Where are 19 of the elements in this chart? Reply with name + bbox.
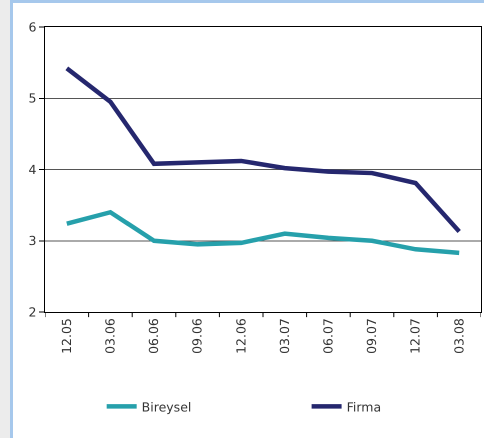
x-tick-label: 03.07 (276, 318, 292, 354)
legend-label: Bireysel (142, 399, 192, 414)
y-tick-label: 3 (28, 233, 36, 248)
line-series (64, 66, 462, 234)
y-tick-label: 2 (28, 304, 36, 320)
x-tick-label: 12.06 (233, 318, 248, 354)
x-tick-label: 06.06 (146, 318, 162, 354)
x-tick-label: 03.08 (451, 318, 466, 354)
legend-label: Firma (346, 399, 382, 414)
y-tick-label: 4 (28, 162, 36, 177)
x-tick-label: 09.07 (364, 318, 380, 354)
x-tick-label: 12.05 (58, 318, 74, 354)
x-tick-label: 12.07 (408, 318, 423, 354)
x-tick-label: 09.06 (190, 318, 205, 354)
y-tick-label: 6 (28, 19, 36, 34)
line-series (64, 210, 462, 256)
x-tick-label: 03.06 (102, 318, 118, 354)
x-tick-label: 06.07 (320, 318, 336, 354)
y-tick-label: 5 (28, 90, 36, 106)
